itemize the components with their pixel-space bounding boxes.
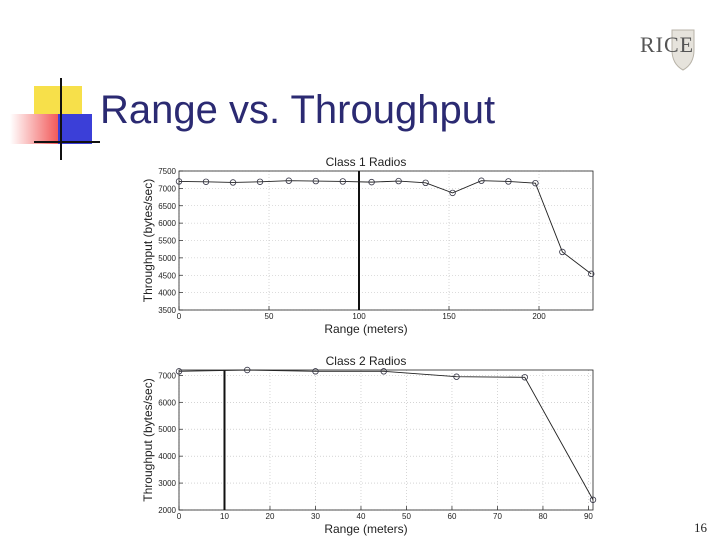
chart1-data-point	[422, 179, 429, 187]
deco-vertical-line	[60, 78, 62, 160]
chart2-x-tick-label: 20	[266, 512, 275, 521]
chart1-data-point	[229, 179, 237, 186]
chart2-x-tick-label: 10	[220, 512, 229, 521]
deco-blue-block	[58, 114, 92, 144]
chart1-y-tick-label: 5000	[158, 254, 176, 263]
chart1-data-point	[368, 178, 375, 186]
chart2-y-tick-label: 4000	[158, 452, 176, 461]
chart1-data-point	[202, 178, 210, 185]
deco-red-block	[10, 114, 58, 144]
chart2-series-line	[178, 369, 594, 500]
chart1-y-tick-label: 7500	[158, 167, 176, 176]
chart1-data-point	[505, 178, 512, 185]
deco-horizontal-line	[34, 141, 100, 143]
chart1-data-point	[395, 177, 402, 185]
chart1-data-point	[588, 270, 595, 278]
chart1-y-tick-label: 4500	[158, 271, 176, 280]
chart1-y-tick-label: 7000	[158, 184, 176, 193]
chart1-data-point	[478, 177, 485, 184]
chart2-x-tick-label: 0	[177, 512, 182, 521]
chart2-data-point	[244, 366, 251, 374]
chart2-x-tick-label: 60	[448, 512, 457, 521]
chart2-y-tick-label: 6000	[158, 398, 176, 407]
chart2-x-tick-label: 70	[493, 512, 502, 521]
chart2-x-tick-label: 40	[357, 512, 366, 521]
chart2-data-point	[312, 368, 319, 375]
chart1-x-axis-label: Range (meters)	[324, 322, 407, 336]
chart1-data-point	[312, 177, 319, 185]
chart1-y-tick-label: 6000	[158, 219, 176, 228]
chart1-data-point	[175, 178, 183, 185]
chart1-data-point	[339, 178, 346, 185]
chart1-data-point	[559, 248, 566, 256]
page-number: 16	[694, 520, 707, 535]
chart2-y-tick-label: 3000	[158, 479, 176, 488]
rice-logo	[636, 24, 700, 72]
chart2-y-tick-label: 7000	[158, 371, 176, 380]
chart1-title: Class 1 Radios	[326, 155, 407, 169]
chart1-x-tick-label: 200	[532, 312, 546, 321]
chart1-y-tick-label: 4000	[158, 289, 176, 298]
chart2-plot-frame	[178, 369, 594, 511]
chart1-x-tick-label: 50	[265, 312, 274, 321]
chart2-y-tick-label: 2000	[158, 506, 176, 515]
chart1-y-tick-label: 3500	[158, 306, 176, 315]
slide-title: Range vs. Throughput	[100, 88, 496, 132]
chart1-data-point	[449, 189, 456, 197]
chart1-data-point	[285, 177, 292, 184]
chart1-y-tick-label: 5500	[158, 237, 176, 246]
chart1-y-tick-label: 6500	[158, 202, 176, 211]
chart2-data-point	[521, 374, 528, 381]
chart2-x-tick-label: 50	[402, 512, 411, 521]
chart2-x-tick-label: 80	[539, 512, 548, 521]
chart1-data-point	[256, 178, 264, 185]
chart2-data-point	[589, 496, 597, 503]
chart2-title: Class 2 Radios	[326, 354, 407, 368]
chart2-data-point	[453, 373, 460, 380]
chart2-x-tick-label: 90	[584, 512, 593, 521]
chart1-series-line	[178, 180, 592, 275]
chart2-x-tick-label: 30	[311, 512, 320, 521]
chart2-x-axis-label: Range (meters)	[324, 522, 407, 536]
chart2-y-tick-label: 5000	[158, 425, 176, 434]
chart2-data-point	[380, 368, 387, 375]
chart2-data-point	[175, 368, 183, 375]
chart1-y-axis-label: Throughput (bytes/sec)	[141, 179, 155, 302]
chart1-data-point	[532, 179, 539, 187]
chart1-x-tick-label: 0	[177, 312, 182, 321]
chart2-y-axis-label: Throughput (bytes/sec)	[141, 378, 155, 501]
logo-text: RICE	[640, 32, 695, 57]
chart1-x-tick-label: 100	[352, 312, 366, 321]
chart1-x-tick-label: 150	[442, 312, 456, 321]
